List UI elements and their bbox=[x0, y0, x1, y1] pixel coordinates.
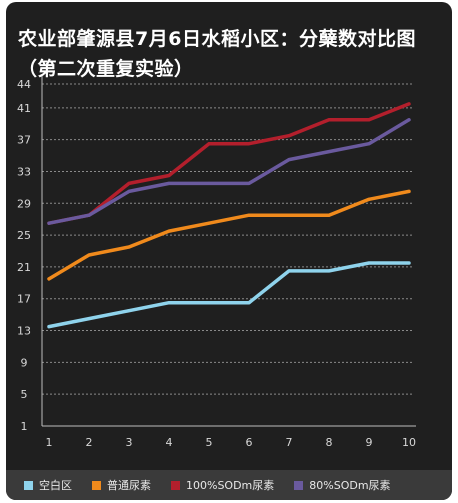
series-line-1 bbox=[47, 261, 411, 329]
data-point bbox=[407, 189, 411, 193]
data-point bbox=[327, 118, 331, 122]
x-tick-label: 4 bbox=[166, 436, 173, 449]
x-tick-label: 10 bbox=[402, 436, 416, 449]
data-point bbox=[287, 158, 291, 162]
data-point bbox=[87, 213, 91, 217]
legend-label: 80%SODm尿素 bbox=[309, 479, 391, 492]
legend-swatch bbox=[171, 480, 180, 490]
data-point bbox=[167, 181, 171, 185]
legend-item-3: 100%SODm尿素 bbox=[171, 477, 274, 493]
chart-legend: 空白区 普通尿素 100%SODm尿素 80%SODm尿素 bbox=[6, 470, 452, 500]
legend-item-2: 普通尿素 bbox=[92, 477, 151, 493]
legend-swatch bbox=[294, 480, 304, 490]
data-point bbox=[407, 261, 411, 265]
data-point bbox=[207, 221, 211, 225]
data-point bbox=[207, 181, 211, 185]
x-tick-label: 6 bbox=[246, 436, 253, 449]
y-tick-label: 29 bbox=[17, 197, 31, 210]
x-tick-label: 8 bbox=[326, 436, 333, 449]
y-tick-label: 1 bbox=[21, 420, 28, 433]
x-tick-label: 7 bbox=[286, 436, 293, 449]
data-point bbox=[367, 142, 371, 146]
data-point bbox=[287, 213, 291, 217]
data-point bbox=[87, 317, 91, 321]
data-point bbox=[367, 118, 371, 122]
data-point bbox=[327, 269, 331, 273]
series-line-2 bbox=[47, 189, 411, 281]
legend-swatch bbox=[92, 480, 101, 490]
data-point bbox=[47, 325, 51, 329]
legend-item-4: 80%SODm尿素 bbox=[294, 477, 391, 493]
y-tick-label: 13 bbox=[17, 325, 31, 338]
series-line-4 bbox=[47, 118, 411, 225]
data-point bbox=[407, 102, 411, 106]
y-tick-label: 17 bbox=[17, 293, 31, 306]
data-point bbox=[247, 181, 251, 185]
data-point bbox=[167, 173, 171, 177]
data-point bbox=[87, 253, 91, 257]
data-point bbox=[247, 142, 251, 146]
y-tick-label: 41 bbox=[17, 102, 31, 115]
chart-plot: 1 5 9 13 17 21 25 29 33 37 41 44 1 2 3 4 5 6 7 8 9 10 bbox=[17, 74, 416, 449]
data-point bbox=[287, 134, 291, 138]
y-tick-label: 44 bbox=[17, 78, 31, 91]
y-tick-label: 21 bbox=[17, 261, 31, 274]
legend-label: 空白区 bbox=[39, 479, 72, 492]
data-point bbox=[47, 277, 51, 281]
x-tick-label: 3 bbox=[126, 436, 133, 449]
x-tick-label: 5 bbox=[206, 436, 213, 449]
data-point bbox=[287, 269, 291, 273]
data-point bbox=[367, 261, 371, 265]
x-tick-label: 9 bbox=[366, 436, 373, 449]
data-point bbox=[127, 181, 131, 185]
y-tick-label: 25 bbox=[17, 229, 31, 242]
legend-swatch bbox=[24, 480, 33, 490]
legend-label: 100%SODm尿素 bbox=[186, 479, 275, 492]
y-tick-label: 9 bbox=[21, 356, 28, 369]
data-point bbox=[127, 309, 131, 313]
data-point bbox=[327, 150, 331, 154]
data-point bbox=[127, 189, 131, 193]
chart-card: 1 5 9 13 17 21 25 29 33 37 41 44 1 2 3 4 5 6 7 8 9 10 农业部肇源县7… bbox=[6, 2, 452, 500]
y-tick-label: 5 bbox=[21, 388, 28, 401]
data-point bbox=[47, 221, 51, 225]
y-tick-label: 33 bbox=[17, 165, 31, 178]
x-tick-label: 2 bbox=[86, 436, 93, 449]
legend-label: 普通尿素 bbox=[107, 479, 151, 492]
series-line-3 bbox=[47, 102, 411, 225]
data-point bbox=[207, 142, 211, 146]
data-point bbox=[207, 301, 211, 305]
data-point bbox=[167, 301, 171, 305]
data-point bbox=[247, 213, 251, 217]
data-point bbox=[327, 213, 331, 217]
data-point bbox=[127, 245, 131, 249]
legend-item-1: 空白区 bbox=[24, 477, 72, 493]
chart-title: 农业部肇源县7月6日水稻小区：分蘖数对比图（第二次重复实验） bbox=[18, 28, 416, 80]
data-point bbox=[167, 229, 171, 233]
data-point bbox=[367, 197, 371, 201]
x-tick-label: 1 bbox=[46, 436, 53, 449]
data-point bbox=[247, 301, 251, 305]
data-point bbox=[407, 118, 411, 122]
y-tick-label: 37 bbox=[17, 134, 31, 147]
